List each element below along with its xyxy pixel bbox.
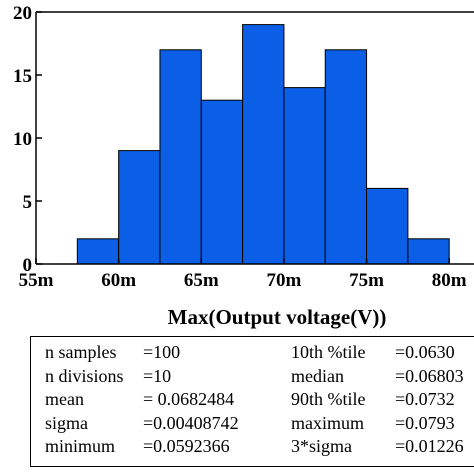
histogram-bar bbox=[366, 187, 409, 265]
y-tick-label: 0 bbox=[23, 255, 33, 276]
statistics-panel: n samples =100 n divisions =10 mean = 0.06824… bbox=[30, 336, 474, 467]
stat-value: =10 bbox=[143, 365, 172, 386]
x-tick-label: 60m bbox=[101, 270, 136, 291]
stat-label: median bbox=[291, 365, 344, 386]
stat-label: 90th %tile bbox=[291, 389, 366, 409]
histogram-bar bbox=[76, 238, 120, 265]
x-tick-label: 80m bbox=[432, 270, 467, 291]
stat-label: n samples bbox=[45, 342, 117, 362]
stat-label: sigma bbox=[45, 412, 88, 433]
stat-value: =0.01226 bbox=[395, 436, 464, 456]
histogram-bar bbox=[324, 49, 368, 265]
x-axis-ticks: 55m 60m 65m 70m 75m 80m bbox=[19, 258, 467, 291]
y-tick-label: 15 bbox=[13, 66, 32, 87]
x-tick-label: 65m bbox=[184, 270, 219, 291]
y-tick-label: 5 bbox=[23, 192, 33, 213]
histogram-bar bbox=[200, 99, 244, 265]
stat-label: maximum bbox=[291, 412, 364, 433]
stat-value: =0.0793 bbox=[395, 412, 455, 433]
stat-value: =0.00408742 bbox=[143, 412, 239, 433]
y-tick-label: 10 bbox=[13, 129, 32, 150]
stat-label: minimum bbox=[45, 436, 116, 456]
stat-value: =0.0732 bbox=[395, 389, 455, 409]
stat-value: =100 bbox=[143, 342, 181, 362]
histogram-bars bbox=[76, 24, 450, 265]
histogram-bar bbox=[242, 24, 285, 265]
x-tick-label: 55m bbox=[19, 270, 54, 291]
y-axis-ticks: 0 5 10 15 20 bbox=[13, 3, 42, 276]
histogram-bar bbox=[159, 49, 202, 265]
y-tick-label: 20 bbox=[13, 3, 32, 24]
histogram-bar bbox=[407, 238, 450, 265]
histogram-bar bbox=[118, 150, 161, 265]
x-tick-label: 70m bbox=[267, 270, 302, 291]
stat-label: 10th %tile bbox=[291, 342, 366, 362]
stat-label: mean bbox=[45, 389, 84, 409]
stat-value: =0.0630 bbox=[395, 342, 455, 362]
histogram-bar bbox=[283, 87, 326, 265]
stat-label: n divisions bbox=[45, 365, 124, 386]
stat-label: 3*sigma bbox=[291, 436, 352, 456]
stat-value: = 0.0682484 bbox=[143, 389, 235, 409]
x-axis-label: Max(Output voltage(V)) bbox=[168, 305, 387, 329]
x-tick-label: 75m bbox=[349, 270, 384, 291]
stat-value: =0.06803 bbox=[395, 365, 464, 386]
stat-value: =0.0592366 bbox=[143, 436, 230, 456]
